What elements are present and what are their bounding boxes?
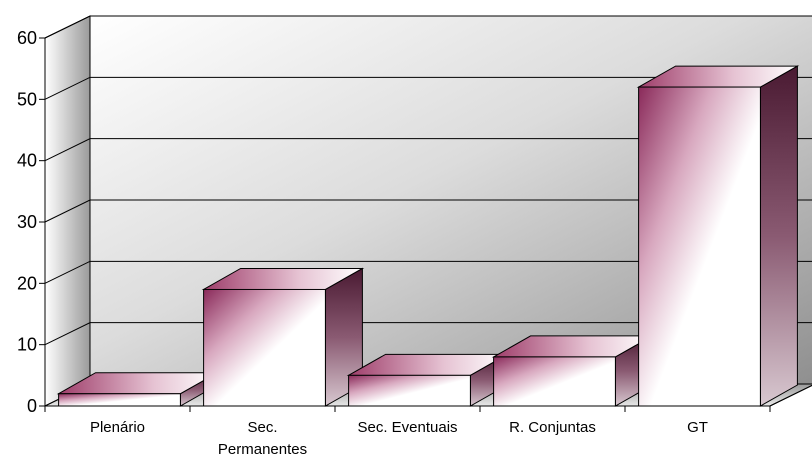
bar-front [348, 374, 471, 407]
gridline [44, 322, 812, 346]
bar-front [638, 86, 761, 407]
bar-front [493, 356, 616, 407]
x-tick-label: R. Conjuntas [509, 419, 596, 436]
bar-front [203, 288, 326, 407]
bar-side [759, 65, 798, 407]
y-tick-label: 50 [17, 89, 37, 109]
y-tick-label: 60 [17, 28, 37, 48]
bar [636, 65, 800, 407]
y-tick-label: 20 [17, 273, 37, 293]
gridline [44, 76, 812, 100]
bar-front [58, 393, 181, 407]
gridline [44, 199, 812, 223]
x-tick-label: Sec. Permanentes [218, 419, 307, 458]
bars [56, 65, 800, 407]
y-tick-label: 0 [27, 396, 37, 416]
gridline [44, 260, 812, 284]
y-axis: 0 10 20 30 40 50 60 [17, 28, 46, 416]
gridline [44, 138, 812, 162]
bar [491, 335, 655, 407]
y-tick-label: 10 [17, 335, 37, 355]
bar [201, 267, 365, 407]
x-tick-label: Plenário [90, 419, 145, 436]
y-tick-label: 30 [17, 212, 37, 232]
floor-edge [769, 384, 812, 407]
gridline [44, 15, 812, 39]
x-tick-label: Sec. Eventuais [357, 419, 457, 436]
x-axis: Plenário Sec. Permanentes Sec. Eventuais R. … [44, 384, 812, 458]
bar [346, 353, 510, 407]
y-tick-label: 40 [17, 151, 37, 171]
gridlines [44, 15, 812, 346]
x-tick-label: GT [687, 419, 708, 436]
